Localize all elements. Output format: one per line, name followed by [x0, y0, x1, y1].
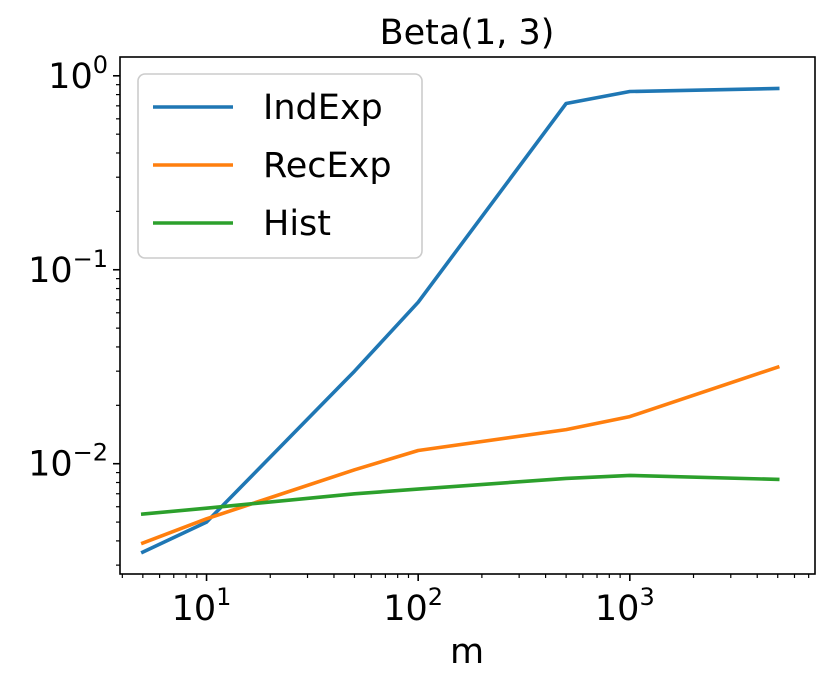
- y-tick-label: 10−2: [28, 439, 108, 485]
- x-tick-label: 103: [595, 583, 655, 629]
- legend-label-recexp: RecExp: [263, 146, 392, 186]
- legend-label-hist: Hist: [263, 204, 331, 244]
- chart-title: Beta(1, 3): [380, 13, 555, 53]
- legend-label-indexp: IndExp: [263, 88, 383, 128]
- series-line-hist: [140, 473, 780, 517]
- x-tick-label: 102: [383, 583, 443, 629]
- legend-box: [137, 73, 423, 259]
- x-tick-label: 101: [172, 583, 232, 629]
- plot-area-frame: [119, 56, 816, 575]
- series-line-indexp: [140, 86, 780, 555]
- series-lines: [140, 86, 780, 555]
- major-ticks: 101 102 103 10−2 10−1 100: [28, 51, 655, 629]
- y-tick-label: 10−1: [28, 245, 108, 291]
- series-line-recexp: [140, 364, 780, 546]
- legend: IndExp RecExp Hist: [137, 73, 423, 259]
- y-tick-label: 100: [48, 51, 108, 97]
- x-axis-title: m: [450, 632, 484, 672]
